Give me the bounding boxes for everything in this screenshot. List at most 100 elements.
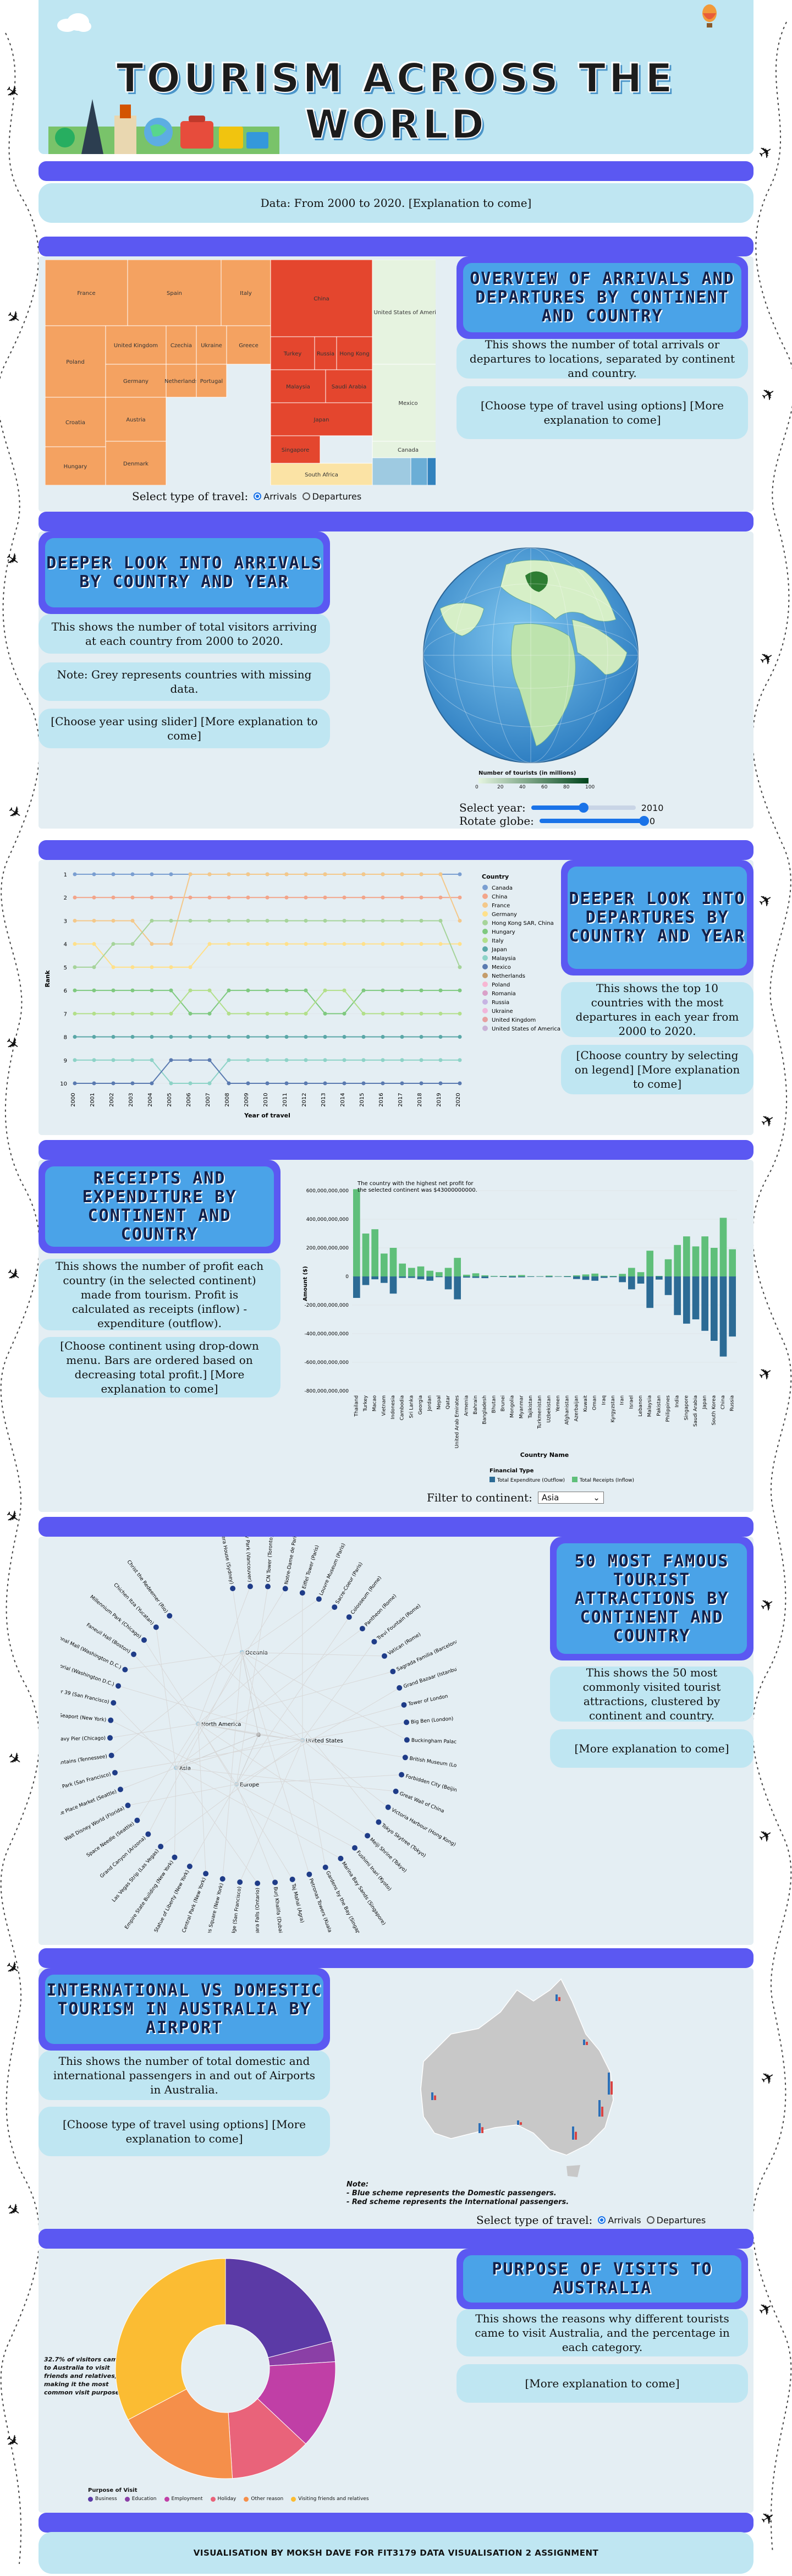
expenditure-bar[interactable]: [573, 1276, 580, 1279]
departures-radio[interactable]: Departures: [646, 2215, 706, 2226]
receipts-bar[interactable]: [591, 1273, 598, 1276]
attraction-node[interactable]: [141, 1637, 147, 1643]
international-bar[interactable]: [601, 2107, 603, 2117]
receipts-bar[interactable]: [711, 1248, 718, 1276]
expenditure-bar[interactable]: [674, 1276, 681, 1316]
rank-point[interactable]: [207, 1035, 212, 1039]
expenditure-bar[interactable]: [582, 1276, 590, 1280]
rank-point[interactable]: [227, 872, 231, 876]
treemap-cell[interactable]: South Africa: [270, 463, 373, 485]
rank-point[interactable]: [92, 872, 96, 876]
rank-point[interactable]: [73, 988, 77, 993]
rank-point[interactable]: [130, 1058, 135, 1062]
expenditure-bar[interactable]: [371, 1276, 378, 1280]
rank-point[interactable]: [111, 965, 116, 969]
rank-point[interactable]: [246, 1011, 250, 1016]
attraction-node[interactable]: [108, 1717, 114, 1723]
rank-point[interactable]: [458, 1081, 462, 1086]
receipts-bar[interactable]: [628, 1268, 635, 1276]
rank-point[interactable]: [169, 988, 173, 993]
expenditure-bar[interactable]: [389, 1276, 397, 1294]
rank-point[interactable]: [304, 895, 308, 900]
treemap-cell[interactable]: Hong Kong: [336, 336, 373, 370]
rank-point[interactable]: [130, 942, 135, 946]
continent-select[interactable]: Asia ⌄: [537, 1492, 604, 1504]
rank-point[interactable]: [419, 942, 424, 946]
rank-point[interactable]: [265, 918, 270, 923]
attraction-node[interactable]: [316, 1596, 322, 1602]
rank-point[interactable]: [265, 872, 270, 876]
rank-point[interactable]: [246, 872, 250, 876]
attraction-node[interactable]: [385, 1804, 391, 1810]
rank-point[interactable]: [400, 895, 404, 900]
rank-point[interactable]: [73, 1058, 77, 1062]
rank-point[interactable]: [150, 988, 154, 993]
legend-item[interactable]: Business: [88, 2496, 117, 2502]
rank-point[interactable]: [111, 1058, 116, 1062]
treemap-cell[interactable]: Denmark: [105, 441, 167, 485]
rank-point[interactable]: [284, 942, 289, 946]
treemap-cell[interactable]: Greece: [226, 325, 271, 365]
rank-point[interactable]: [92, 918, 96, 923]
rotate-slider[interactable]: [539, 816, 649, 826]
rank-point[interactable]: [381, 988, 385, 993]
rank-point[interactable]: [419, 895, 424, 900]
expenditure-bar[interactable]: [683, 1276, 690, 1324]
rank-point[interactable]: [73, 872, 77, 876]
rank-point[interactable]: [246, 988, 250, 993]
treemap-cell[interactable]: China: [270, 260, 373, 337]
rank-point[interactable]: [323, 895, 327, 900]
legend-item[interactable]: Hungary: [482, 929, 515, 935]
receipts-bar[interactable]: [573, 1275, 580, 1276]
rank-point[interactable]: [265, 1011, 270, 1016]
rank-point[interactable]: [92, 1011, 96, 1016]
receipts-bar[interactable]: [683, 1236, 690, 1276]
attraction-node[interactable]: [376, 1819, 382, 1825]
rank-point[interactable]: [92, 988, 96, 993]
rank-point[interactable]: [207, 1058, 212, 1062]
domestic-bar[interactable]: [431, 2092, 433, 2100]
rank-point[interactable]: [73, 918, 77, 923]
receipts-bar[interactable]: [362, 1234, 370, 1276]
rank-point[interactable]: [458, 1011, 462, 1016]
rank-point[interactable]: [73, 965, 77, 969]
expenditure-bar[interactable]: [408, 1276, 415, 1278]
legend-item[interactable]: Canada: [482, 885, 513, 891]
rank-point[interactable]: [419, 1011, 424, 1016]
attraction-node[interactable]: [289, 1876, 295, 1882]
rank-point[interactable]: [361, 895, 366, 900]
rank-point[interactable]: [361, 1081, 366, 1086]
rank-point[interactable]: [169, 965, 173, 969]
legend-item[interactable]: Italy: [482, 938, 504, 944]
legend-item[interactable]: Other reason: [244, 2496, 283, 2502]
treemap-cell[interactable]: Turkey: [270, 336, 315, 370]
rank-point[interactable]: [265, 1058, 270, 1062]
expenditure-bar[interactable]: [463, 1276, 470, 1278]
expenditure-bar[interactable]: [701, 1276, 708, 1331]
country-legend[interactable]: Country Canada China France Germany Hong Kong…: [482, 873, 560, 1032]
treemap-cell-unlabeled[interactable]: [372, 457, 411, 485]
rank-point[interactable]: [130, 1035, 135, 1039]
treemap-cell[interactable]: Poland: [45, 325, 106, 398]
treemap-cell[interactable]: Croatia: [45, 397, 106, 447]
legend-item[interactable]: United States of America: [482, 1026, 560, 1032]
receipts-bar[interactable]: [436, 1272, 443, 1276]
legend-item[interactable]: Russia: [482, 999, 509, 1006]
rank-point[interactable]: [111, 988, 116, 993]
receipts-bar[interactable]: [646, 1251, 653, 1276]
domestic-bar[interactable]: [598, 2100, 601, 2117]
rank-point[interactable]: [246, 1081, 250, 1086]
departures-radio[interactable]: Departures: [302, 491, 361, 502]
attraction-node[interactable]: [404, 1719, 410, 1725]
treemap-cell[interactable]: Netherlands: [164, 364, 198, 398]
rank-point[interactable]: [150, 872, 154, 876]
rank-point[interactable]: [227, 1011, 231, 1016]
legend-item[interactable]: Germany: [482, 911, 517, 918]
rank-point[interactable]: [458, 1035, 462, 1039]
treemap-cell[interactable]: Mexico: [372, 364, 436, 442]
receipts-bar[interactable]: [417, 1266, 425, 1276]
expenditure-bar[interactable]: [353, 1276, 360, 1298]
legend-item[interactable]: Malaysia: [482, 955, 516, 962]
rank-point[interactable]: [169, 1011, 173, 1016]
rank-point[interactable]: [188, 988, 193, 993]
